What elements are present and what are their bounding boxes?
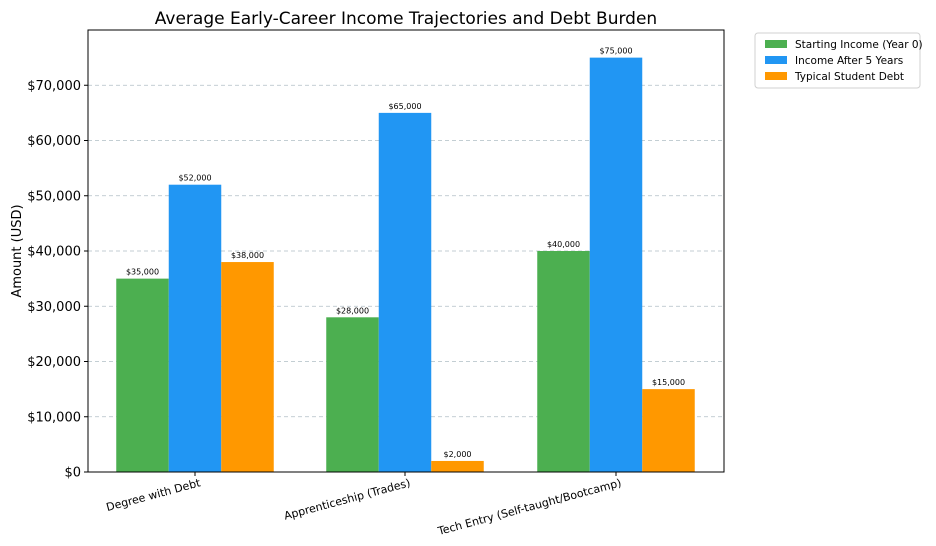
bar [589, 57, 643, 472]
bar-value-label: $75,000 [599, 47, 632, 56]
chart-title: Average Early-Career Income Trajectories… [155, 9, 657, 29]
bar-value-label: $35,000 [126, 268, 159, 277]
y-tick-label: $60,000 [27, 134, 81, 149]
legend-swatch [765, 72, 787, 80]
bar-value-label: $15,000 [652, 378, 685, 387]
x-tick-label: Tech Entry (Self-taught/Bootcamp) [436, 476, 623, 538]
legend-label: Starting Income (Year 0) [795, 39, 923, 51]
y-tick-label: $30,000 [27, 300, 81, 315]
bar-value-label: $2,000 [444, 450, 472, 459]
bar [221, 262, 274, 472]
legend-box [754, 32, 921, 89]
y-axis-ticks: $0 $10,000 $20,000 $30,000 $40,000 $50,000 $60… [27, 79, 88, 481]
bar [378, 112, 432, 472]
y-axis-label: Amount (USD) [10, 204, 25, 297]
legend: Starting Income (Year 0) Income After 5 Y… [754, 32, 923, 89]
y-tick-label: $40,000 [27, 245, 81, 260]
bars: $35,000 $52,000 $38,000 $28,000 $65,000 $2,00… [116, 47, 695, 472]
legend-label: Typical Student Debt [794, 71, 904, 83]
x-axis-ticks: Degree with Debt Apprenticeship (Trades) T… [105, 472, 623, 538]
bar [642, 389, 695, 472]
y-tick-label: $10,000 [27, 410, 81, 425]
bar [326, 317, 379, 472]
y-tick-label: $70,000 [27, 79, 81, 94]
legend-swatch [765, 56, 787, 64]
y-tick-label: $50,000 [27, 189, 81, 204]
x-tick-label: Apprenticeship (Trades) [282, 476, 411, 522]
bar [168, 184, 222, 472]
legend-label: Income After 5 Years [795, 55, 903, 67]
bar-value-label: $40,000 [547, 240, 580, 249]
y-tick-label: $20,000 [27, 355, 81, 370]
bar-value-label: $38,000 [231, 251, 264, 260]
legend-swatch [765, 40, 787, 48]
bar [537, 251, 590, 472]
bar [431, 460, 484, 472]
bar [116, 278, 169, 472]
bar-value-label: $28,000 [336, 306, 369, 315]
x-tick-label: Degree with Debt [105, 476, 203, 514]
bar-value-label: $52,000 [178, 174, 211, 183]
bar-value-label: $65,000 [388, 102, 421, 111]
y-tick-label: $0 [64, 466, 81, 481]
